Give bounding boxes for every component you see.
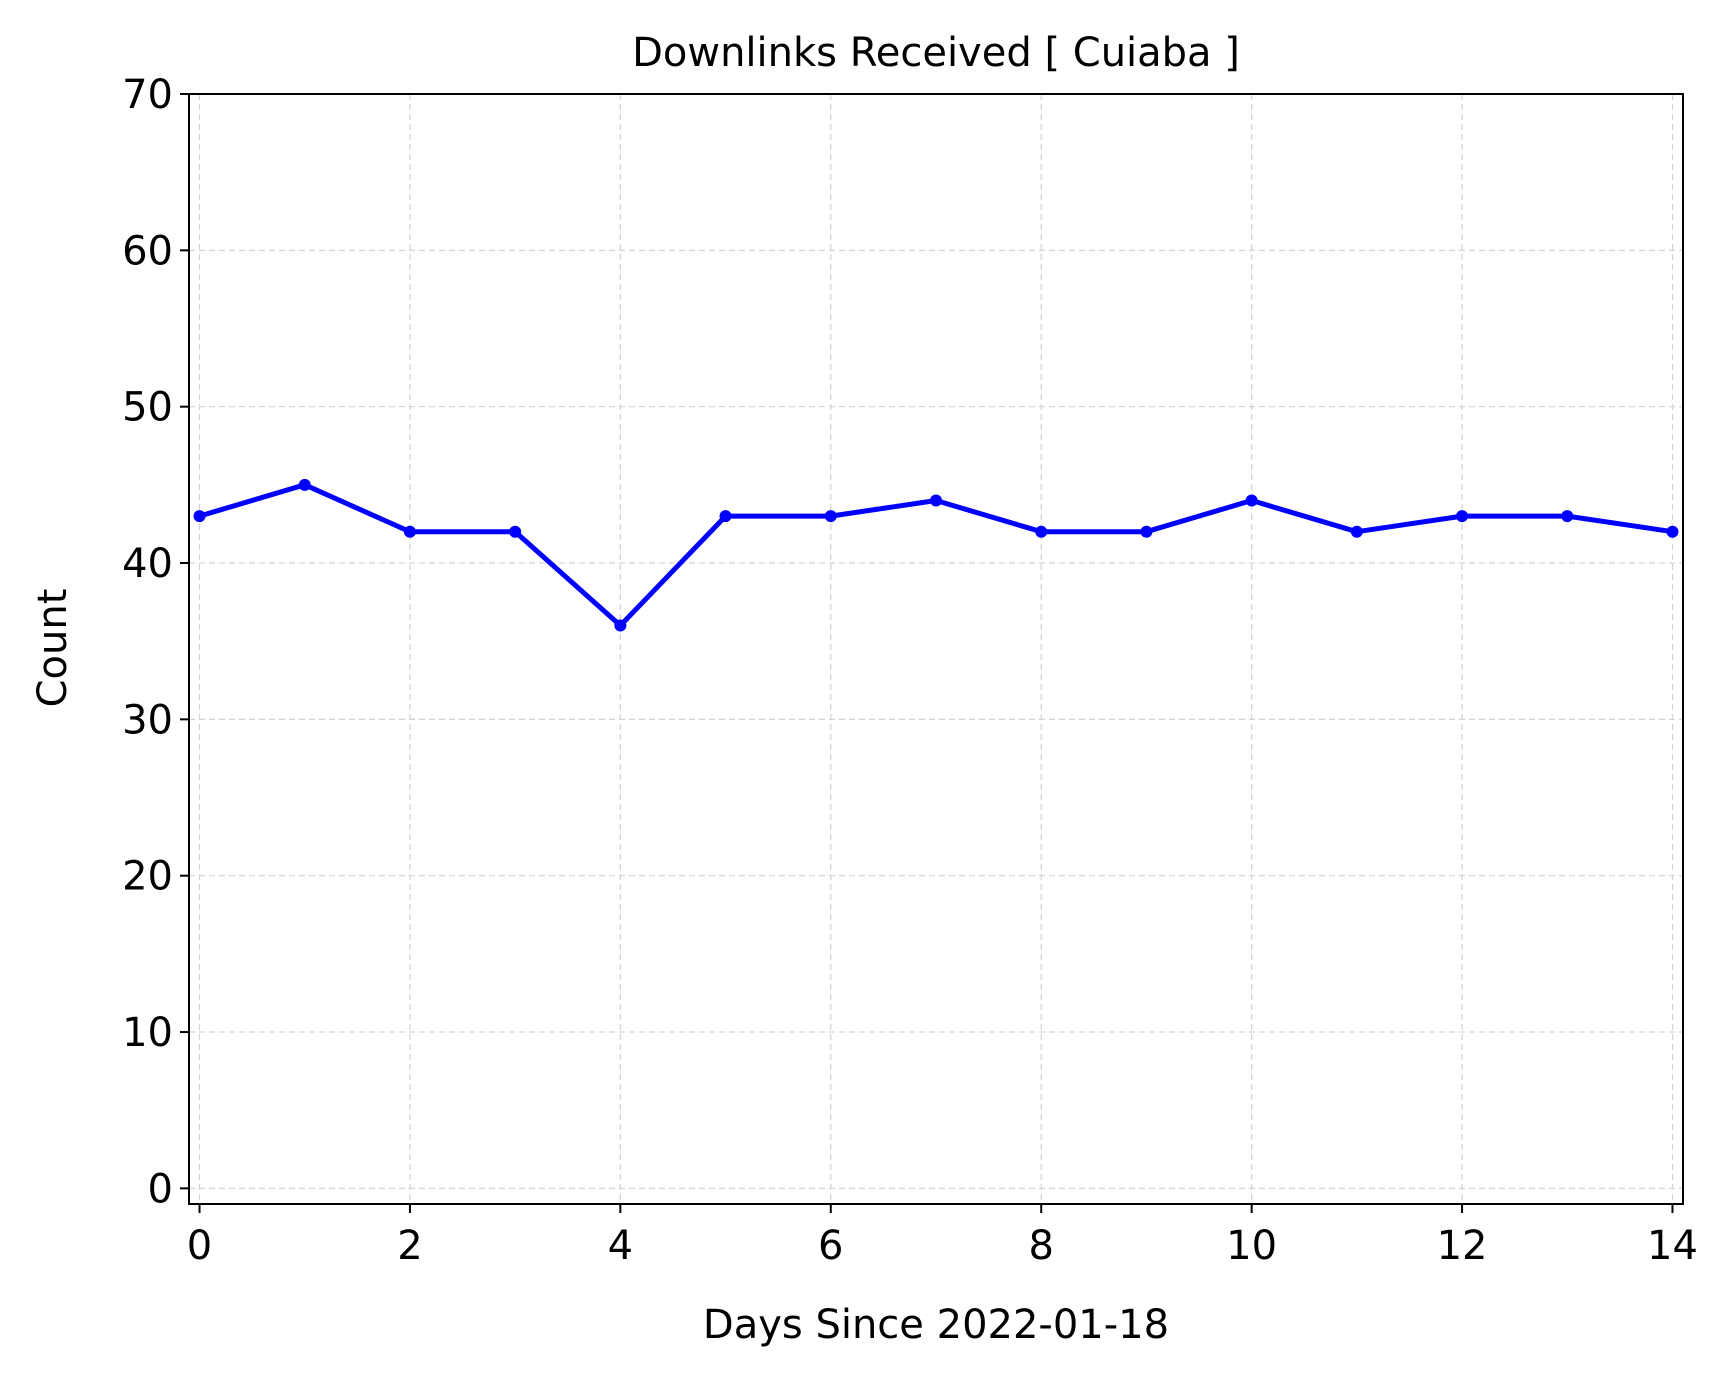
y-tick-label: 30 — [122, 697, 173, 743]
data-point — [1561, 510, 1574, 523]
data-point — [1245, 494, 1258, 507]
y-tick-label: 20 — [122, 854, 173, 900]
data-point — [719, 510, 732, 523]
data-point — [298, 478, 311, 491]
data-point — [193, 510, 206, 523]
y-axis-label: Count — [30, 589, 76, 708]
y-tick-label: 60 — [122, 228, 173, 274]
data-point — [1035, 525, 1048, 538]
chart-title: Downlinks Received [ Cuiaba ] — [632, 30, 1240, 76]
data-point — [614, 619, 627, 632]
x-tick-label: 4 — [608, 1223, 633, 1269]
axis-ticks: 0 2 4 6 8 10 12 14 0 10 20 30 40 50 60 70 — [122, 72, 1698, 1269]
y-tick-label: 70 — [122, 72, 173, 118]
y-tick-label: 10 — [122, 1010, 173, 1056]
data-point — [824, 510, 837, 523]
plot-frame — [188, 93, 1684, 1205]
data-point — [1666, 525, 1679, 538]
x-tick-label: 8 — [1028, 1223, 1053, 1269]
data-point — [930, 494, 942, 507]
y-tick-label: 50 — [122, 385, 173, 431]
series-layer — [193, 478, 1679, 632]
x-tick-label: 12 — [1437, 1223, 1488, 1269]
y-tick-label: 40 — [122, 541, 173, 587]
x-tick-label: 10 — [1226, 1223, 1277, 1269]
data-point — [403, 525, 416, 538]
x-tick-label: 6 — [818, 1223, 843, 1269]
data-point — [1456, 510, 1469, 523]
y-tick-label: 0 — [148, 1166, 173, 1212]
grid-lines — [189, 93, 1683, 1204]
data-point — [509, 525, 522, 538]
x-tick-label: 14 — [1647, 1223, 1698, 1269]
x-tick-label: 2 — [397, 1223, 422, 1269]
data-point — [1140, 525, 1153, 538]
x-tick-label: 0 — [187, 1223, 212, 1269]
x-axis-label: Days Since 2022-01-18 — [703, 1302, 1169, 1348]
data-point — [1350, 525, 1363, 538]
